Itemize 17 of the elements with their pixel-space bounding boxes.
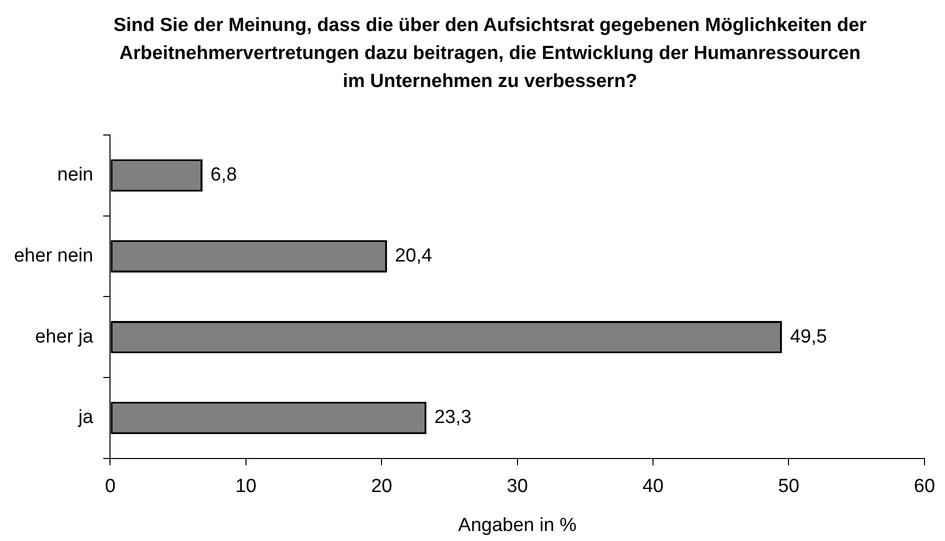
y-tick-label: eher ja [35,326,94,348]
chart-title: Sind Sie der Meinung, dass die über den Aufsichtsrat gegebenen Möglichkeiten der Arbeitnehmervertretungen dazu beitragen, die Entwicklung der Humanressourcen im Unternehmen zu verbessern? [112,14,868,94]
data-label: 23,3 [434,407,472,428]
x-tick-label: 60 [914,476,936,498]
x-tick-label: 30 [506,476,528,498]
data-label: 20,4 [395,246,432,267]
y-tick-label: eher nein [14,246,94,267]
x-tick-label: 0 [104,476,116,498]
y-tick-label: ja [77,407,94,428]
x-tick-label: 40 [642,476,664,498]
x-tick-label: 50 [778,476,800,498]
data-label: 49,5 [790,326,827,348]
data-label: 6,8 [210,164,237,186]
x-tick-label: 20 [371,476,392,498]
y-tick-label: nein [57,164,94,186]
x-axis-title: Angaben in % [458,514,577,536]
x-tick-label: 10 [235,476,256,498]
